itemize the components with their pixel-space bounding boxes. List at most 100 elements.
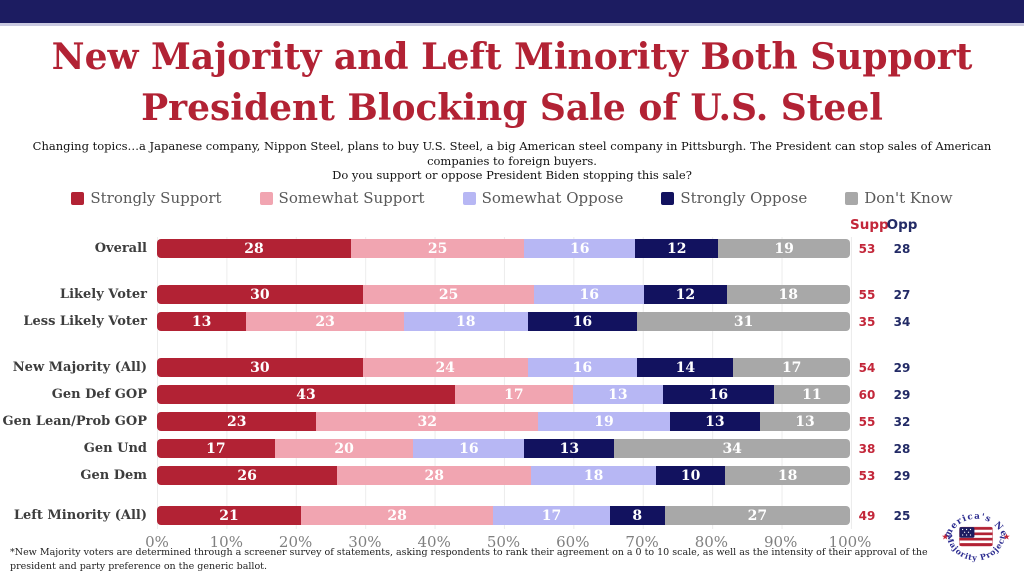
x-axis-tick-label: 90% bbox=[764, 533, 798, 552]
legend-item: Strongly Oppose bbox=[661, 189, 807, 207]
x-axis-tick-label: 80% bbox=[694, 533, 729, 552]
legend-swatch-icon bbox=[462, 191, 476, 205]
supp-value: 53 bbox=[858, 468, 876, 483]
opp-value: 29 bbox=[893, 360, 911, 375]
bar-segment: 28 bbox=[301, 506, 494, 526]
legend-item: Strongly Support bbox=[71, 189, 222, 207]
bar-segment: 17 bbox=[157, 439, 275, 459]
legend-item: Don't Know bbox=[845, 189, 953, 207]
supp-value: 35 bbox=[858, 314, 876, 329]
bar-segment: 13 bbox=[669, 412, 760, 432]
x-axis-tick-label: 60% bbox=[556, 533, 590, 552]
stacked-bar: 43 17 13 16 11 bbox=[157, 385, 850, 405]
legend-swatch-icon bbox=[259, 191, 273, 205]
supp-value: 38 bbox=[858, 441, 876, 456]
bar-segment: 25 bbox=[351, 239, 525, 259]
bar-segment: 16 bbox=[662, 385, 774, 405]
bar-segment: 12 bbox=[635, 239, 719, 259]
bar-segment: 23 bbox=[246, 312, 405, 332]
bar-segment: 18 bbox=[404, 312, 528, 332]
bar-segment: 16 bbox=[524, 239, 636, 259]
legend-swatch-icon bbox=[661, 191, 675, 205]
supp-value: 55 bbox=[858, 414, 876, 429]
chart-row: Less Likely Voter 13 23 18 16 31 35 34 bbox=[0, 308, 1024, 335]
bar-segment: 17 bbox=[454, 385, 573, 405]
x-axis-tick-label: 10% bbox=[209, 533, 243, 552]
supp-opp-header: Supp Opp bbox=[0, 215, 1024, 235]
question-text: Changing topics…a Japanese company, Nipp… bbox=[0, 139, 1024, 182]
bar-segment: 19 bbox=[538, 412, 670, 432]
supp-value: 49 bbox=[858, 508, 876, 523]
question-line-2: Do you support or oppose President Biden… bbox=[332, 167, 692, 182]
bar-segment: 10 bbox=[655, 466, 726, 486]
bar-segment: 28 bbox=[337, 466, 532, 486]
bar-segment: 21 bbox=[157, 506, 302, 526]
bar-segment: 13 bbox=[157, 312, 247, 332]
x-axis-tick-label: 30% bbox=[348, 533, 382, 552]
bar-segment: 24 bbox=[362, 358, 528, 378]
americas-new-majority-project-logo: America's New Majority Project ★ ★ bbox=[936, 498, 1011, 563]
x-axis-ticks: 0% 10% 20% 30% 40% 50% 60% 70% 80% 90% 100% bbox=[145, 531, 871, 553]
question-line-1: Changing topics…a Japanese company, Nipp… bbox=[32, 139, 992, 168]
stacked-bar: 30 24 16 14 17 bbox=[157, 358, 850, 378]
opp-value: 28 bbox=[893, 441, 911, 456]
bar-segment: 18 bbox=[725, 466, 850, 486]
logo-star-left-icon: ★ bbox=[941, 533, 949, 543]
chart-row: Likely Voter 30 25 16 12 18 55 27 bbox=[0, 281, 1024, 308]
opp-value: 34 bbox=[893, 314, 911, 329]
bar-segment: 8 bbox=[609, 506, 665, 526]
bar-segment: 32 bbox=[316, 412, 539, 432]
chart-row: Gen Lean/Prob GOP 23 32 19 13 13 55 32 bbox=[0, 408, 1024, 435]
bar-segment: 25 bbox=[362, 285, 535, 305]
chart-rows: Overall 28 25 16 12 19 53 28 Likely Voter 30 25 16 1… bbox=[0, 235, 1024, 529]
page-title: New Majority and Left Minority Both Supp… bbox=[0, 32, 1024, 134]
bar-segment: 19 bbox=[718, 239, 850, 259]
row-category-label: Gen Lean/Prob GOP bbox=[2, 414, 148, 430]
legend-label: Somewhat Support bbox=[278, 189, 425, 208]
legend-swatch-icon bbox=[71, 191, 85, 205]
supp-value: 54 bbox=[858, 360, 876, 375]
bar-segment: 30 bbox=[157, 285, 363, 305]
row-category-label: Gen Dem bbox=[80, 468, 147, 484]
opp-value: 29 bbox=[893, 468, 911, 483]
x-axis: 0% 10% 20% 30% 40% 50% 60% 70% 80% 90% 100% bbox=[0, 531, 1024, 557]
row-category-label: Gen Und bbox=[83, 441, 147, 457]
bar-segment: 16 bbox=[527, 358, 638, 378]
x-axis-tick-label: 100% bbox=[828, 533, 872, 552]
x-axis-tick-label: 40% bbox=[417, 533, 451, 552]
supp-column-header: Supp bbox=[850, 217, 889, 234]
footnote: *New Majority voters are determined thro… bbox=[10, 547, 928, 572]
bar-segment: 23 bbox=[157, 412, 317, 432]
legend-item: Somewhat Support bbox=[259, 189, 425, 208]
chart-row: Overall 28 25 16 12 19 53 28 bbox=[0, 235, 1024, 262]
bar-segment: 11 bbox=[773, 385, 850, 405]
supp-value: 55 bbox=[858, 287, 876, 302]
bar-segment: 16 bbox=[534, 285, 645, 305]
opp-value: 28 bbox=[893, 241, 911, 256]
bar-segment: 13 bbox=[524, 439, 615, 459]
legend-label: Somewhat Oppose bbox=[481, 189, 624, 208]
supp-value: 53 bbox=[858, 241, 876, 256]
title-line-2: President Blocking Sale of U.S. Steel bbox=[141, 87, 883, 130]
top-border-bar bbox=[0, 0, 1024, 26]
row-category-label: Overall bbox=[94, 241, 147, 257]
bar-segment: 14 bbox=[637, 358, 734, 378]
bar-segment: 17 bbox=[493, 506, 610, 526]
row-category-label: Less Likely Voter bbox=[23, 314, 147, 330]
chart-legend: Strongly Support Somewhat Support Somewhat… bbox=[0, 189, 1024, 207]
chart-row: Left Minority (All) 21 28 17 8 27 49 25 bbox=[0, 502, 1024, 529]
opp-value: 27 bbox=[893, 287, 911, 302]
bar-segment: 16 bbox=[413, 439, 525, 459]
supp-value: 60 bbox=[858, 387, 876, 402]
logo-star-right-icon: ★ bbox=[1003, 533, 1011, 543]
bar-segment: 13 bbox=[759, 412, 850, 432]
logo-flag-icon bbox=[959, 526, 993, 547]
bar-segment: 20 bbox=[274, 439, 414, 459]
stacked-bar: 21 28 17 8 27 bbox=[157, 506, 850, 526]
row-category-label: Gen Def GOP bbox=[51, 387, 147, 403]
stacked-bar: 28 25 16 12 19 bbox=[157, 239, 850, 259]
bar-segment: 28 bbox=[157, 239, 352, 259]
legend-item: Somewhat Oppose bbox=[462, 189, 624, 208]
stacked-bar: 26 28 18 10 18 bbox=[157, 466, 850, 486]
bar-segment: 17 bbox=[733, 358, 850, 378]
